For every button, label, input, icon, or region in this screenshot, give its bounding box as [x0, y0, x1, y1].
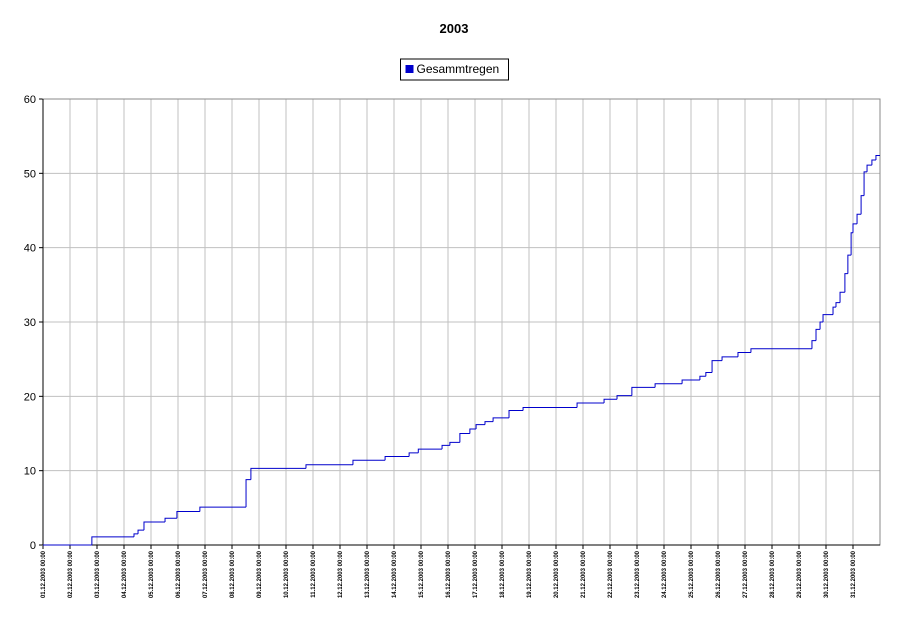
line-step [441, 444, 450, 450]
line-step [750, 348, 812, 353]
y-tick-label: 10 [24, 466, 36, 478]
line-step [91, 536, 134, 545]
x-tick-label: 23.12.2003 00:00 [635, 550, 641, 598]
line-step [711, 360, 723, 373]
line-step [576, 402, 605, 408]
x-tick-label: 15.12.2003 00:00 [419, 550, 425, 598]
line-step [305, 464, 353, 469]
x-tick-label: 22.12.2003 00:00 [608, 550, 614, 598]
line-step [850, 232, 853, 256]
line-step [822, 314, 834, 322]
x-tick-label: 31.12.2003 00:00 [851, 550, 857, 598]
line-step [811, 340, 817, 349]
line-step [250, 467, 306, 480]
x-tick-label: 17.12.2003 00:00 [473, 550, 479, 598]
line-step [449, 441, 460, 446]
line-step [860, 195, 865, 215]
x-tick-label: 24.12.2003 00:00 [662, 550, 668, 598]
line-step [815, 328, 821, 341]
line-step [603, 398, 618, 404]
line-step [164, 517, 177, 522]
x-tick-label: 27.12.2003 00:00 [743, 550, 749, 598]
line-step [875, 154, 880, 160]
y-tick-label: 50 [24, 168, 36, 180]
chart-title: 2003 [440, 21, 469, 36]
line-step [143, 521, 166, 531]
line-step [819, 321, 824, 330]
line-step [856, 213, 862, 224]
x-tick-label: 30.12.2003 00:00 [824, 550, 830, 598]
y-tick-label: 0 [30, 540, 36, 552]
line-step [844, 273, 848, 293]
x-tick-label: 16.12.2003 00:00 [446, 550, 452, 598]
line-step [699, 375, 706, 380]
line-step [408, 452, 419, 457]
line-step [352, 459, 386, 465]
x-tick-label: 10.12.2003 00:00 [284, 550, 290, 598]
x-tick-label: 29.12.2003 00:00 [797, 550, 803, 598]
x-tick-label: 02.12.2003 00:00 [68, 550, 74, 598]
line-step [871, 159, 876, 166]
line-step [835, 302, 841, 308]
line-step [681, 379, 700, 384]
line-step [863, 171, 868, 196]
x-tick-label: 01.12.2003 00:00 [41, 550, 47, 598]
x-tick-label: 19.12.2003 00:00 [527, 550, 533, 598]
line-step [417, 448, 443, 453]
line-step [522, 406, 578, 411]
x-tick-label: 07.12.2003 00:00 [203, 550, 209, 598]
line-step [176, 511, 200, 519]
x-tick-label: 08.12.2003 00:00 [230, 550, 236, 598]
x-tick-label: 12.12.2003 00:00 [338, 550, 344, 598]
x-tick-label: 05.12.2003 00:00 [149, 550, 155, 598]
line-step [654, 383, 683, 388]
line-step [492, 417, 510, 422]
legend-label: Gesammtregen [417, 62, 500, 76]
line-step [469, 428, 477, 434]
line-step [705, 372, 713, 377]
x-tick-label: 14.12.2003 00:00 [392, 550, 398, 598]
line-step [459, 433, 470, 443]
line-step [137, 529, 144, 534]
x-tick-label: 25.12.2003 00:00 [689, 550, 695, 598]
line-step [475, 424, 485, 430]
line-step [847, 254, 852, 274]
line-step [616, 395, 632, 400]
x-tick-label: 06.12.2003 00:00 [176, 550, 182, 598]
y-tick-label: 60 [24, 94, 36, 106]
line-step [832, 306, 836, 315]
y-tick-label: 30 [24, 317, 36, 329]
x-tick-label: 03.12.2003 00:00 [95, 550, 101, 598]
line-step [866, 164, 872, 172]
line-step [631, 386, 656, 396]
line-step [133, 533, 139, 537]
line-step [245, 479, 251, 508]
x-tick-label: 11.12.2003 00:00 [311, 550, 317, 597]
y-tick-label: 40 [24, 243, 36, 255]
x-tick-label: 13.12.2003 00:00 [365, 550, 371, 598]
line-step [484, 421, 494, 425]
line-step [199, 506, 247, 512]
line-step [737, 351, 751, 357]
line-step [852, 223, 858, 233]
x-tick-label: 04.12.2003 00:00 [122, 550, 128, 598]
y-tick-label: 20 [24, 391, 36, 403]
line-step [384, 456, 410, 461]
x-tick-label: 28.12.2003 00:00 [770, 550, 776, 598]
x-tick-label: 26.12.2003 00:00 [716, 550, 722, 598]
legend-box [400, 58, 509, 81]
x-tick-label: 20.12.2003 00:00 [554, 550, 560, 598]
x-tick-label: 21.12.2003 00:00 [581, 550, 587, 598]
x-tick-label: 18.12.2003 00:00 [500, 550, 506, 598]
line-step [839, 291, 845, 303]
line-step [508, 409, 524, 418]
x-tick-label: 09.12.2003 00:00 [257, 550, 263, 598]
legend-swatch [405, 65, 414, 73]
line-step [721, 356, 738, 361]
